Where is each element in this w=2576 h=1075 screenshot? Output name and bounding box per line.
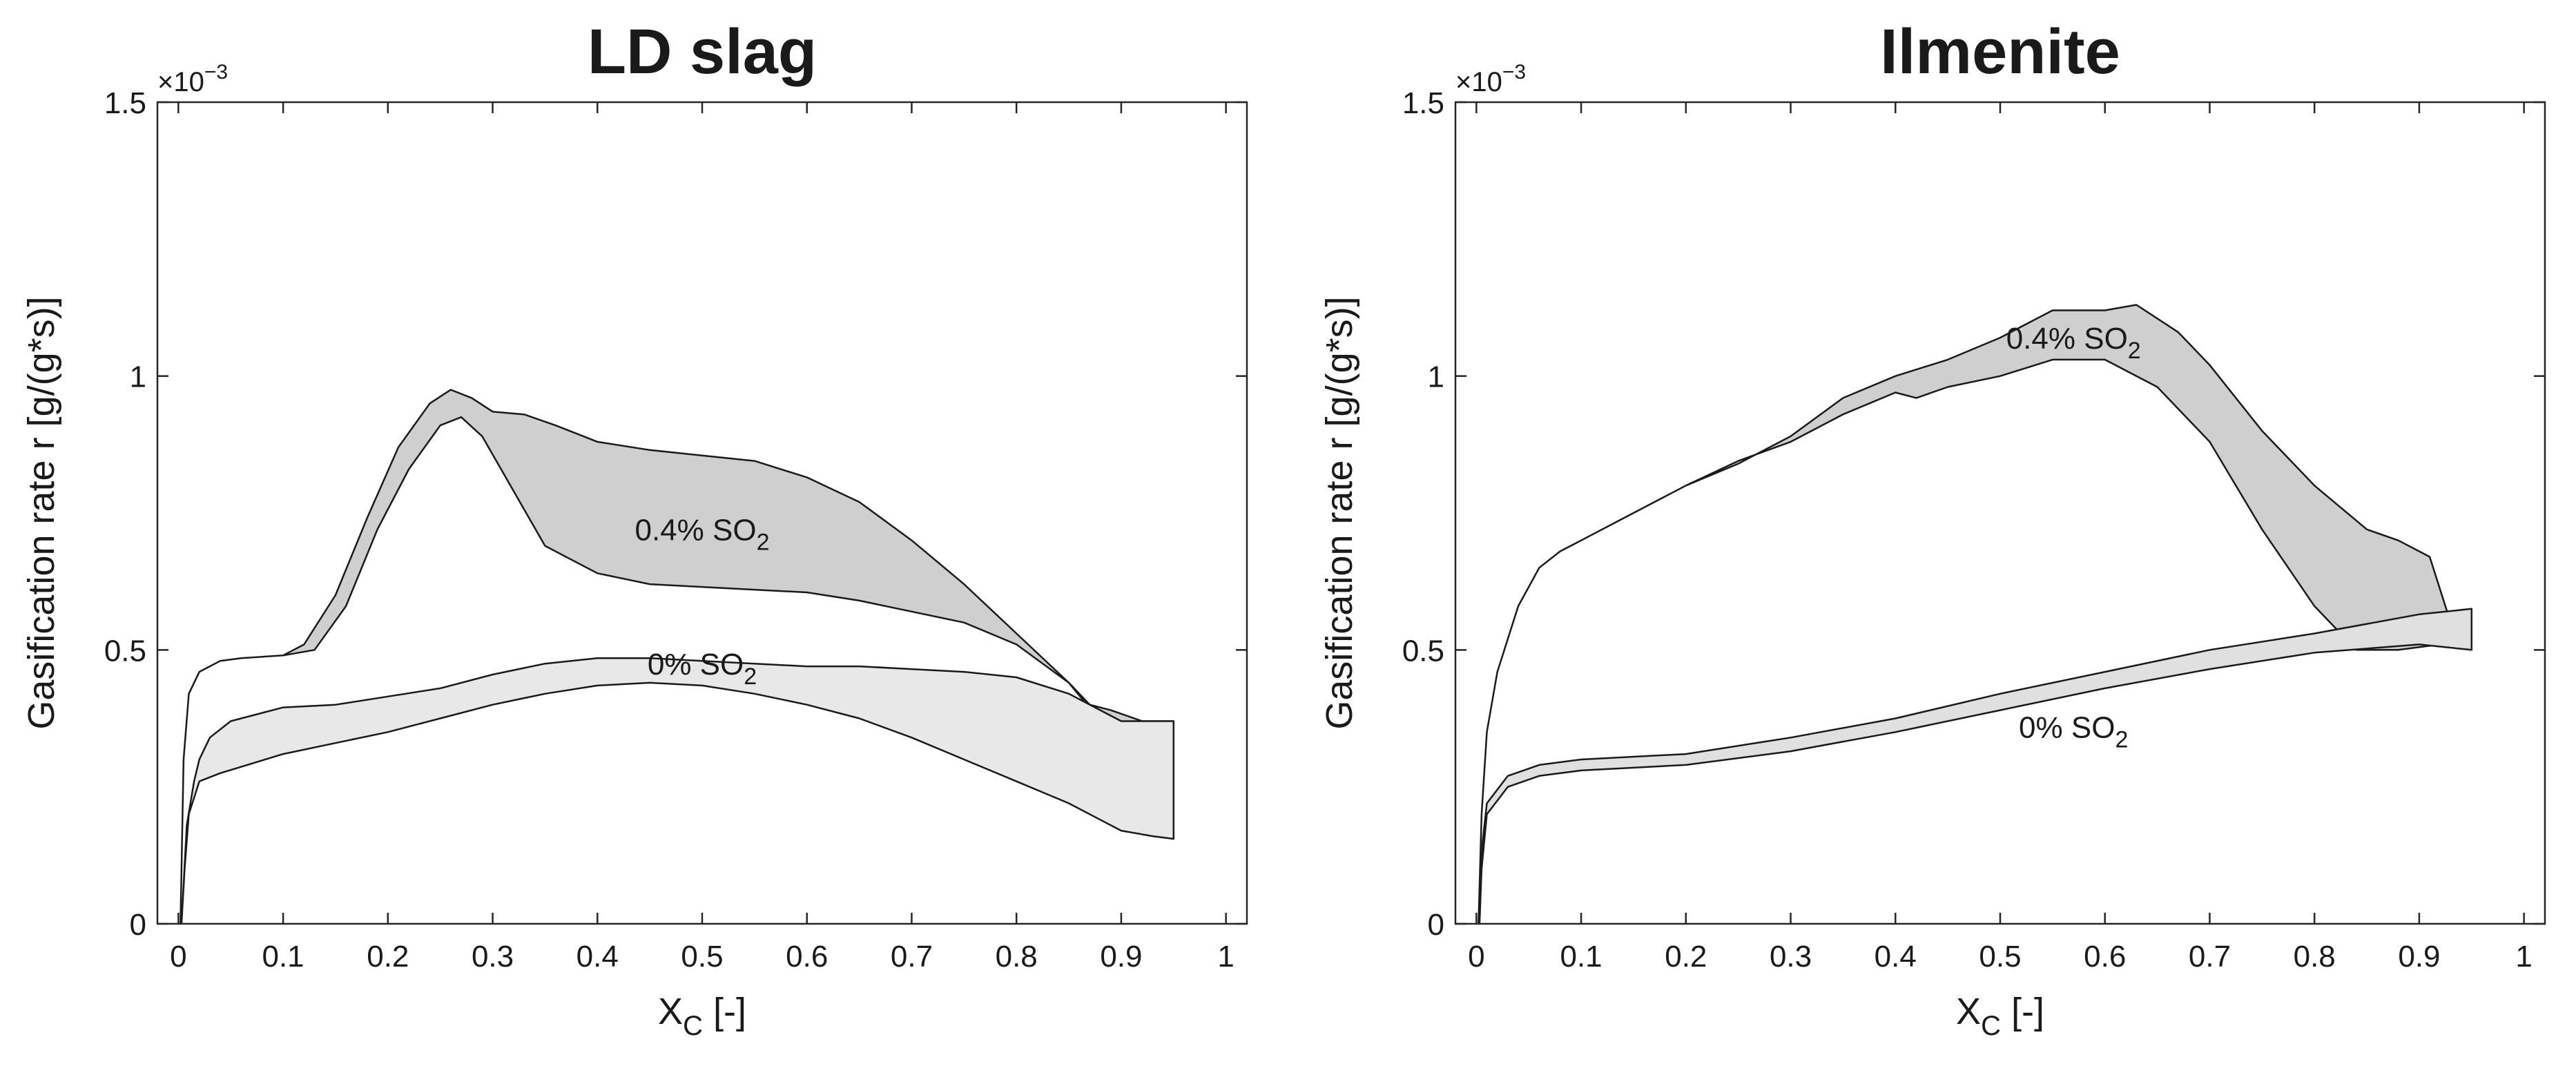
y-tick-label: 1.5 xyxy=(104,86,146,120)
band-so2-0 xyxy=(180,657,1175,925)
series-annotation-so2-0: 0% SO2 xyxy=(2019,710,2128,753)
x-tick-label: 0.8 xyxy=(996,940,1038,974)
y-axis-label: Gasification rate r [g/(g*s)] xyxy=(21,296,62,729)
chart-title: Ilmenite xyxy=(1880,17,2120,87)
y-axis-label: Gasification rate r [g/(g*s)] xyxy=(1319,296,1360,729)
x-tick-label: 0.4 xyxy=(1875,940,1917,974)
x-tick-label: 0.3 xyxy=(472,940,514,974)
panel-ld-slag: 0.4% SO2 0% SO2 0 0.1 0.2 0.3 0.4 0.5 0.6 0.7 0.8 0… xyxy=(21,17,1248,1041)
band-so2-04 xyxy=(1478,304,2473,925)
x-tick-label: 0.5 xyxy=(681,940,723,974)
y-tick-label: 1.5 xyxy=(1402,86,1444,120)
x-tick-label: 0.5 xyxy=(1979,940,2021,974)
x-tick-label: 0 xyxy=(170,940,186,974)
y-tick-label: 0.5 xyxy=(1402,634,1444,668)
x-axis-label: XC [-] xyxy=(1956,991,2044,1041)
x-tick-label: 0.1 xyxy=(1560,940,1602,974)
x-tick-label: 0.7 xyxy=(891,940,933,974)
series-annotation-so2-04: 0.4% SO2 xyxy=(635,514,769,556)
y-tick-label: 1 xyxy=(130,360,146,394)
x-tick-label: 0.6 xyxy=(2084,940,2126,974)
x-tick-label: 0.2 xyxy=(1665,940,1707,974)
y-tick-label: 0 xyxy=(1428,908,1444,942)
x-tick-label: 0.8 xyxy=(2294,940,2336,974)
x-tick-label: 1 xyxy=(1217,940,1234,974)
x-tick-label: 0.1 xyxy=(262,940,304,974)
y-exponent-label: ×10−3 xyxy=(1455,61,1526,97)
x-axis-label: XC [-] xyxy=(658,991,746,1041)
x-tick-label: 0.4 xyxy=(577,940,619,974)
panel-ilmenite: 0.4% SO2 0% SO2 0 0.1 0.2 0.3 0.4 0.5 0.6 0.7 0.8 0… xyxy=(1319,17,2546,1041)
x-tick-label: 0.6 xyxy=(786,940,828,974)
band-so2-0 xyxy=(1478,608,2473,925)
x-tick-label: 0.3 xyxy=(1770,940,1812,974)
chart-title: LD slag xyxy=(588,17,817,87)
series-annotation-so2-0: 0% SO2 xyxy=(648,648,757,690)
y-tick-label: 0 xyxy=(130,908,146,942)
x-tick-label: 1 xyxy=(2515,940,2532,974)
x-tick-label: 0.9 xyxy=(1100,940,1142,974)
y-tick-label: 0.5 xyxy=(104,634,146,668)
series-annotation-so2-04: 0.4% SO2 xyxy=(2006,322,2141,364)
y-tick-label: 1 xyxy=(1428,360,1444,394)
x-tick-label: 0 xyxy=(1468,940,1484,974)
axes-box xyxy=(1454,101,2546,925)
x-tick-label: 0.2 xyxy=(367,940,409,974)
x-tick-label: 0.7 xyxy=(2189,940,2231,974)
x-tick-label: 0.9 xyxy=(2398,940,2440,974)
y-exponent-label: ×10−3 xyxy=(157,61,228,97)
